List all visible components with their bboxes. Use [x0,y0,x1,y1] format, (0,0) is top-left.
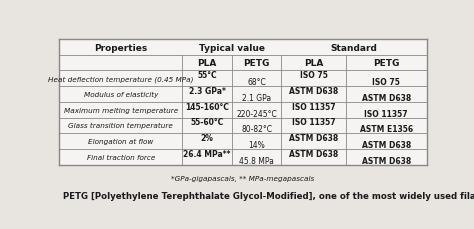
Text: Modulus of elasticity: Modulus of elasticity [83,92,158,98]
Text: ASTM D638: ASTM D638 [362,156,411,165]
Text: Properties: Properties [94,44,147,52]
Text: 45.8 MPa: 45.8 MPa [239,156,274,165]
Text: 26.4 MPa**: 26.4 MPa** [183,149,231,158]
Text: Heat deflection temperature (0.45 MPa): Heat deflection temperature (0.45 MPa) [48,76,193,82]
Text: ASTM D638: ASTM D638 [362,141,411,150]
Text: 2.3 GPa*: 2.3 GPa* [189,87,226,96]
Text: ASTM D638: ASTM D638 [289,134,338,143]
Text: 68°C: 68°C [247,78,266,87]
Text: PETG [Polyethylene Terephthalate Glycol-Modified], one of the most widely used f: PETG [Polyethylene Terephthalate Glycol-… [63,191,474,200]
Text: ASTM D638: ASTM D638 [362,94,411,103]
Text: Glass transition temperature: Glass transition temperature [68,123,173,129]
Text: 14%: 14% [248,141,265,150]
Text: *GPa-gigapascals, ** MPa-megapascals: *GPa-gigapascals, ** MPa-megapascals [171,175,315,181]
Text: ISO 11357: ISO 11357 [292,102,336,111]
Text: ISO 75: ISO 75 [300,71,328,80]
Text: PETG: PETG [373,59,400,68]
Text: PETG: PETG [244,59,270,68]
Text: 55-60°C: 55-60°C [191,118,224,127]
Text: Elongation at flow: Elongation at flow [88,139,154,144]
Text: Maximum melting temperature: Maximum melting temperature [64,107,178,113]
Text: PLA: PLA [197,59,217,68]
Text: PLA: PLA [304,59,323,68]
Text: ASTM D638: ASTM D638 [289,149,338,158]
Text: 2.1 GPa: 2.1 GPa [242,94,271,103]
Text: 2%: 2% [201,134,214,143]
Text: Typical value: Typical value [199,44,265,52]
Text: ISO 75: ISO 75 [372,78,400,87]
Text: Final traction force: Final traction force [87,154,155,160]
Text: ISO 11357: ISO 11357 [365,109,408,118]
Text: Standard: Standard [330,44,377,52]
Text: ASTM E1356: ASTM E1356 [360,125,413,134]
Text: 220-245°C: 220-245°C [237,109,277,118]
Text: 145-160°C: 145-160°C [185,102,229,111]
Text: ASTM D638: ASTM D638 [289,87,338,96]
Text: 55°C: 55°C [197,71,217,80]
Text: 80-82°C: 80-82°C [241,125,272,134]
Text: ISO 11357: ISO 11357 [292,118,336,127]
